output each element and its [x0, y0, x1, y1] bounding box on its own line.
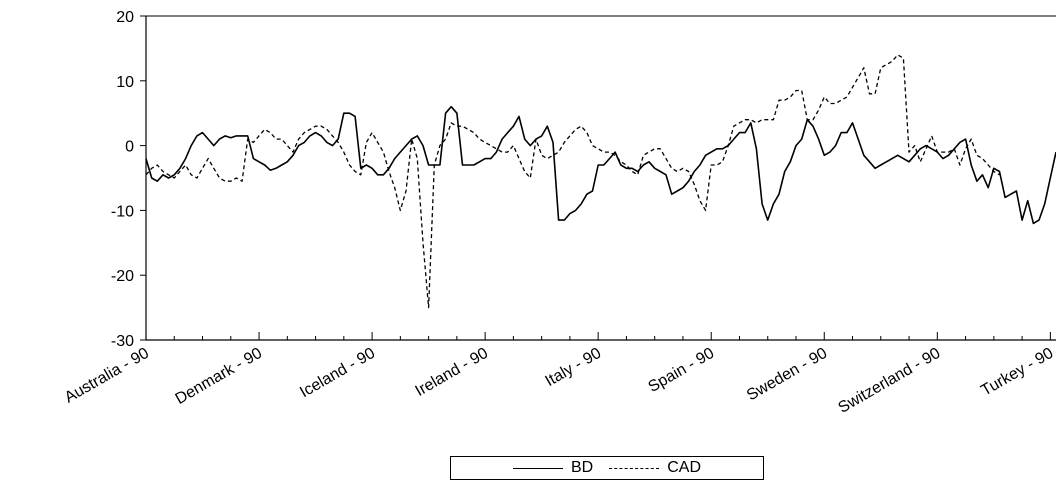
- x-tick-label: Denmark - 90: [173, 345, 266, 408]
- legend: BD CAD: [450, 456, 764, 480]
- plot-frame: [145, 15, 1056, 341]
- y-tick-label: -10: [111, 203, 134, 220]
- legend-label-cad: CAD: [667, 459, 701, 476]
- y-tick-label: -30: [111, 333, 134, 350]
- legend-item-bd: BD: [512, 459, 594, 477]
- legend-swatch-cad: [609, 467, 660, 469]
- x-tick-label: Australia - 90: [62, 345, 152, 407]
- series-layer: [145, 54, 1056, 309]
- y-tick-label: 20: [116, 9, 134, 26]
- y-tick-label: 0: [125, 139, 134, 156]
- y-tick-label: -20: [111, 268, 134, 285]
- x-tick-label: Italy - 90: [543, 345, 605, 390]
- x-tick-label: Switzerland - 90: [835, 345, 943, 417]
- x-tick-label: Spain - 90: [646, 345, 718, 396]
- legend-swatch-bd: [512, 467, 563, 469]
- legend-label-bd: BD: [570, 459, 594, 476]
- y-axis: 20 10 0 -10 -20 -30: [111, 9, 146, 350]
- x-axis: Australia - 90 Denmark - 90 Iceland - 90 Ir…: [62, 332, 1056, 417]
- y-tick-label: 10: [116, 74, 134, 91]
- x-tick-label: Ireland - 90: [413, 345, 492, 400]
- x-tick-label: Sweden - 90: [744, 345, 830, 405]
- x-tick-label: Iceland - 90: [297, 345, 378, 402]
- series-line-cad: [145, 54, 1000, 309]
- series-line-bd: [145, 105, 1056, 225]
- legend-item-cad: CAD: [609, 459, 701, 477]
- x-tick-label: Turkey - 90: [978, 345, 1056, 400]
